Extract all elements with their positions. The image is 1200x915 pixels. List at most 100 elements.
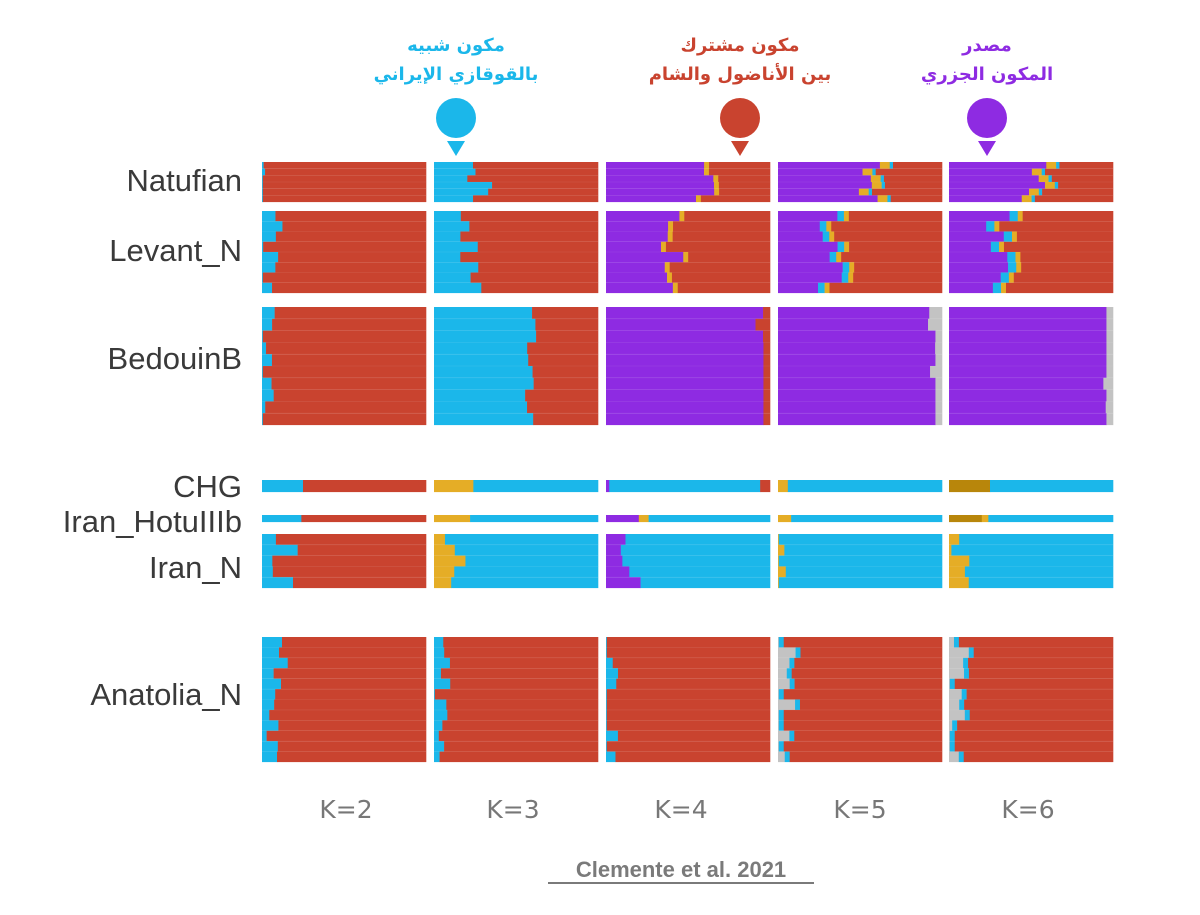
admix-segment-yellow (683, 252, 689, 263)
admix-segment-levant (536, 330, 599, 343)
admix-segment-iran (262, 272, 264, 283)
admix-segment-levant (269, 709, 427, 721)
annotation-line1: مصدر (961, 35, 1012, 56)
panel-Levant_N-K=2 (262, 211, 427, 294)
admix-segment-levant (262, 195, 427, 203)
admix-segment-purple (949, 262, 1009, 273)
admix-segment-iran (1009, 211, 1019, 222)
admix-segment-levant (718, 182, 771, 189)
admix-segment-iran (262, 389, 274, 402)
admix-segment-iran (606, 637, 608, 648)
admix-segment-iran (1008, 262, 1017, 273)
admix-segment-yellow (871, 182, 882, 189)
admix-segment-levant (472, 162, 599, 169)
admix-segment-yellow (949, 534, 960, 545)
admix-segment-iran (262, 188, 264, 196)
admix-segment-iran (992, 282, 1002, 294)
admix-segment-iran (785, 566, 943, 578)
admix-segment-levant (671, 272, 771, 283)
admix-segment-iran (454, 566, 599, 578)
admix-segment-iran (262, 182, 264, 189)
admix-segment-iran (434, 741, 445, 752)
admix-segment-levant (964, 699, 1114, 711)
admix-segment-levant (969, 709, 1114, 721)
admix-segment-purple (606, 534, 626, 545)
admix-segment-grey (1106, 366, 1114, 378)
admix-segment-iran (625, 534, 771, 545)
admix-segment-levant (968, 657, 1114, 669)
admix-segment-purple (778, 188, 860, 196)
population-label: Iran_N (149, 550, 242, 585)
admix-segment-iran (434, 307, 533, 319)
admix-segment-levant (718, 175, 771, 183)
panel-CHG-K=2 (262, 480, 427, 493)
admix-segment-levant (871, 188, 943, 196)
admix-segment-levant (492, 182, 599, 189)
admix-segment-levant (533, 377, 599, 390)
admix-segment-grey (1106, 330, 1114, 343)
admix-segment-levant (763, 354, 771, 367)
panel-Levant_N-K=3 (434, 211, 599, 294)
admix-segment-levant (783, 637, 943, 648)
admix-segment-grey (949, 637, 955, 648)
admix-segment-iran (262, 720, 279, 731)
admix-segment-iran (434, 330, 537, 343)
admix-segment-levant (794, 730, 943, 742)
admix-segment-levant (673, 221, 771, 232)
admix-segment-levant (447, 709, 599, 721)
admix-segment-purple (606, 318, 756, 331)
population-labels: Natufian Levant_N BedouinB CHGIran_HotuIIIb… (63, 163, 242, 712)
admix-segment-iran (1041, 168, 1046, 176)
admix-segment-purple (606, 221, 669, 232)
admix-segment-levant (763, 377, 771, 390)
admix-segment-yellow (1038, 175, 1049, 183)
admix-segment-levant (262, 175, 427, 183)
admix-segment-levant (665, 241, 771, 253)
admix-segment-purple (778, 175, 872, 183)
admix-segment-iran (818, 282, 825, 294)
admix-segment-levant (783, 709, 943, 721)
admix-segment-purple (606, 175, 714, 183)
admix-segment-iran (606, 678, 617, 690)
admix-segment-iran (451, 577, 599, 589)
annotation-line2: بالقوقازي الإيراني (374, 64, 539, 85)
admix-segment-iran (262, 231, 277, 242)
admix-segment-purple (778, 342, 936, 355)
admix-segment-iran (262, 730, 267, 742)
admix-segment-purple (778, 354, 936, 367)
admix-segment-levant (1005, 282, 1114, 294)
admix-segment-yellow (714, 188, 720, 196)
pointer-triangle-icon (447, 141, 465, 156)
admix-segment-levant (709, 162, 771, 169)
admix-segment-levant (763, 342, 771, 355)
admix-segment-purple (606, 241, 662, 253)
admix-segment-levant (884, 182, 943, 189)
admix-segment-grey (949, 678, 951, 690)
admix-segment-grey (778, 730, 790, 742)
admix-segment-iran (988, 515, 1114, 523)
admix-segment-yellow (638, 515, 649, 523)
admix-segment-levant (450, 678, 599, 690)
admix-segment-purple (606, 211, 680, 222)
admix-segment-levant (708, 168, 771, 176)
admix-segment-iran (842, 262, 850, 273)
admix-segment-levant (606, 720, 771, 731)
admix-segment-levant (263, 241, 427, 253)
admix-segment-levant (763, 307, 771, 319)
admix-segment-iran (262, 480, 304, 493)
admix-segment-purple (606, 566, 630, 578)
admix-segment-levant (275, 534, 427, 545)
admix-segment-yellow (778, 555, 780, 567)
admix-segment-purple (949, 231, 1005, 242)
admix-segment-iran (953, 637, 960, 648)
admix-segment-yellow (778, 544, 785, 556)
admix-segment-yellow (877, 195, 888, 203)
admix-segment-levant (1042, 188, 1114, 196)
admix-segment-iran (262, 162, 264, 169)
admix-segment-iran (434, 389, 526, 402)
admix-segment-purple (778, 231, 823, 242)
panel-CHG-K=6 (949, 480, 1114, 493)
admix-segment-yellow (870, 175, 881, 183)
admix-segment-iran (434, 318, 536, 331)
